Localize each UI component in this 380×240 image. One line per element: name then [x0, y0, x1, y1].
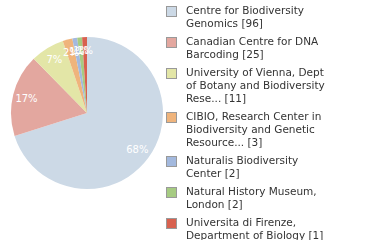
- html-text:Universita di Firenze, Departm: Universita di Firenze, Department of Bio…: [186, 216, 324, 240]
- html-text:Naturalis Biodiversity Center: Naturalis Biodiversity Center [2]: [186, 154, 299, 179]
- svg-text:7%: 7%: [46, 54, 62, 65]
- svg-text:17%: 17%: [15, 93, 37, 104]
- html-text:University of Vienna, Dept of: University of Vienna, Dept of Botany and…: [186, 66, 325, 104]
- html-text:Canadian Centre for DNA Barcod: Canadian Centre for DNA Barcoding [25]: [186, 35, 319, 60]
- html-text:Natural History Museum, London: Natural History Museum, London [2]: [186, 185, 317, 210]
- html-text:Centre for Biodiversity Genomi: Centre for Biodiversity Genomics [96]: [186, 4, 305, 29]
- svg-text:68%: 68%: [126, 144, 148, 155]
- svg-text:1%: 1%: [77, 45, 93, 56]
- html-text:CIBIO, Research Center in Biod: CIBIO, Research Center in Biodiversity a…: [186, 110, 322, 148]
